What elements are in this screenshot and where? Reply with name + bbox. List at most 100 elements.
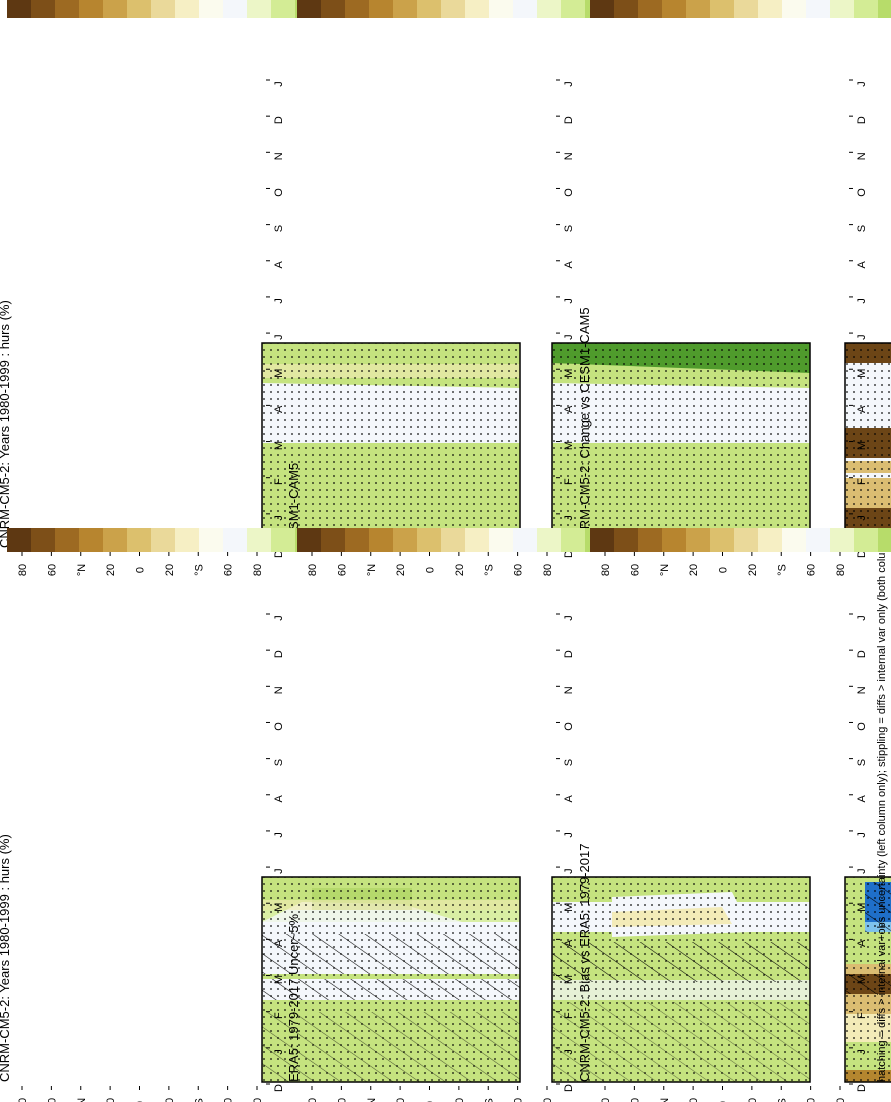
colorbar-swatch (782, 0, 806, 18)
lat-tick-label: 60 (806, 1098, 818, 1102)
colorbar-swatch (638, 0, 662, 18)
lat-tick-label: °S (776, 564, 788, 576)
month-tick-label: J (563, 515, 575, 521)
dynamic-elements: 80 60 °N 20 0 20 °S 60 80 D J F M A M J J A S O N D J 80 60 °N 20 0… (7, 0, 891, 1102)
month-tick-label: D (856, 650, 868, 658)
month-tick-label: A (856, 939, 868, 947)
month-tick-label: M (856, 975, 868, 984)
colorbar-swatch (806, 0, 830, 18)
colorbar-swatch (638, 528, 662, 552)
colorbar-swatch (710, 528, 734, 552)
lat-tick-label: 20 (164, 564, 176, 576)
colorbar-swatch (734, 528, 758, 552)
colorbar-swatch (321, 0, 345, 18)
month-tick-label: N (563, 686, 575, 694)
month-tick-label: D (273, 650, 285, 658)
colorbar-swatch (199, 0, 223, 18)
colorbar-swatch (127, 0, 151, 18)
month-tick-label: J (856, 832, 868, 838)
lat-tick-label: °N (366, 564, 378, 576)
month-tick-label: N (856, 686, 868, 694)
colorbar-swatch (686, 0, 710, 18)
month-tick-label: M (273, 903, 285, 912)
lat-tick-label: 80 (600, 564, 612, 576)
colorbar-swatch (465, 528, 489, 552)
month-tick-label: N (273, 152, 285, 160)
month-tick-label: A (563, 794, 575, 802)
colorbar-swatch (561, 528, 585, 552)
colorbar-swatch (686, 528, 710, 552)
panel-title-4: CESM1-CAM5 (286, 463, 301, 548)
month-tick-label: F (563, 1012, 575, 1019)
month-tick-label: D (273, 550, 285, 558)
month-tick-label: A (563, 405, 575, 413)
colorbar-swatch (55, 528, 79, 552)
lat-tick-label: 0 (135, 1101, 147, 1102)
colorbar-swatch (590, 528, 614, 552)
month-tick-label: J (273, 868, 285, 874)
month-tick-label: F (856, 478, 868, 485)
lat-tick-label: 0 (718, 567, 730, 573)
month-tick-label: S (273, 759, 285, 766)
month-tick-label: O (273, 722, 285, 731)
colorbar-swatch (513, 528, 537, 552)
lat-tick-label: °N (76, 564, 88, 576)
month-tick-label: O (563, 722, 575, 731)
lat-tick-label: 0 (718, 1101, 730, 1102)
month-tick-label: S (563, 225, 575, 232)
colorbar-swatch (199, 528, 223, 552)
colorbar-swatch (297, 528, 321, 552)
lat-tick-label: 20 (688, 1098, 700, 1102)
month-tick-label: J (273, 832, 285, 838)
lat-tick-label: 60 (46, 564, 58, 576)
colorbar-swatch (417, 0, 441, 18)
lat-tick-label: °S (483, 1098, 495, 1102)
month-tick-label: A (273, 939, 285, 947)
colorbar-swatch (345, 528, 369, 552)
month-tick-label: J (856, 868, 868, 874)
colorbar-swatch (103, 0, 127, 18)
colorbar-swatch (830, 528, 854, 552)
month-tick-label: J (273, 81, 285, 87)
month-tick-label: O (563, 188, 575, 197)
colorbar-swatch (151, 528, 175, 552)
month-tick-label: F (273, 478, 285, 485)
colorbar-swatch (465, 0, 489, 18)
colorbar-swatch (223, 0, 247, 18)
colorbar-swatch (662, 528, 686, 552)
month-tick-label: D (563, 1084, 575, 1092)
colorbar-swatch (710, 0, 734, 18)
colorbar-swatch (441, 0, 465, 18)
month-tick-label: S (273, 225, 285, 232)
colorbar-swatch (441, 528, 465, 552)
colorbar-swatch (345, 0, 369, 18)
lat-tick-label: 20 (105, 564, 117, 576)
lat-tick-label: 80 (542, 564, 554, 576)
month-tick-label: N (856, 152, 868, 160)
month-tick-label: J (856, 515, 868, 521)
colorbar-swatch (758, 528, 782, 552)
colorbar-swatch (223, 528, 247, 552)
month-tick-label: N (273, 686, 285, 694)
colorbar-swatch (614, 528, 638, 552)
panel-title-2: CNRM-CM5-2: Years 1980-1999 : hurs (%) (0, 300, 12, 548)
month-tick-label: J (856, 334, 868, 340)
lat-tick-label: 20 (688, 564, 700, 576)
month-tick-label: D (563, 116, 575, 124)
colorbar-swatch (561, 0, 585, 18)
month-tick-label: D (273, 116, 285, 124)
month-tick-label: A (856, 794, 868, 802)
panel-model-climatology-right (261, 342, 521, 549)
month-tick-label: M (563, 369, 575, 378)
lat-tick-label: °N (659, 564, 671, 576)
lat-tick-label: °S (483, 564, 495, 576)
colorbar-swatch (513, 0, 537, 18)
month-tick-label: J (273, 298, 285, 304)
colorbar-swatch (321, 528, 345, 552)
month-tick-label: J (563, 334, 575, 340)
lat-tick-label: 20 (454, 1098, 466, 1102)
lat-tick-label: 60 (223, 564, 235, 576)
lat-tick-label: 80 (600, 1098, 612, 1102)
month-tick-label: M (273, 441, 285, 450)
panel-model-climatology-left (261, 876, 521, 1083)
